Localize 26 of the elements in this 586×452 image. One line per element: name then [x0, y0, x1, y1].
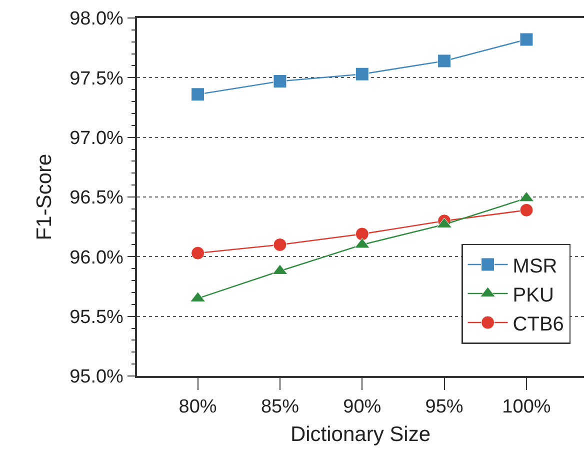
y-tick-label: 97.5% [70, 68, 124, 90]
y-tick-label: 95.0% [70, 366, 124, 388]
point [273, 238, 287, 252]
legend-label: PKU [512, 284, 554, 306]
legend-label: CTB6 [512, 313, 564, 336]
y-tick-label: 97.0% [70, 128, 124, 149]
point [355, 227, 369, 241]
y-tick-label: 96.0% [70, 247, 124, 268]
x-axis-title: Dictionary Size [290, 423, 431, 446]
y-tick-label: 95.5% [70, 306, 124, 328]
point [191, 88, 205, 102]
legend-label: MSR [512, 255, 558, 278]
point [520, 32, 534, 46]
point [438, 54, 452, 68]
x-tick-label: 90% [343, 396, 382, 418]
x-tick-label: 100% [502, 396, 551, 418]
x-tick-label: 80% [178, 396, 217, 418]
y-tick-label: 98.0% [70, 8, 124, 30]
y-axis-title: F1-Score [33, 154, 56, 240]
point [273, 74, 287, 88]
x-tick-label: 85% [260, 396, 300, 418]
point [520, 203, 534, 217]
y-tick-label: 96.5% [70, 188, 124, 209]
x-tick-label: 95% [425, 396, 464, 418]
point [355, 67, 369, 81]
point [191, 246, 205, 260]
